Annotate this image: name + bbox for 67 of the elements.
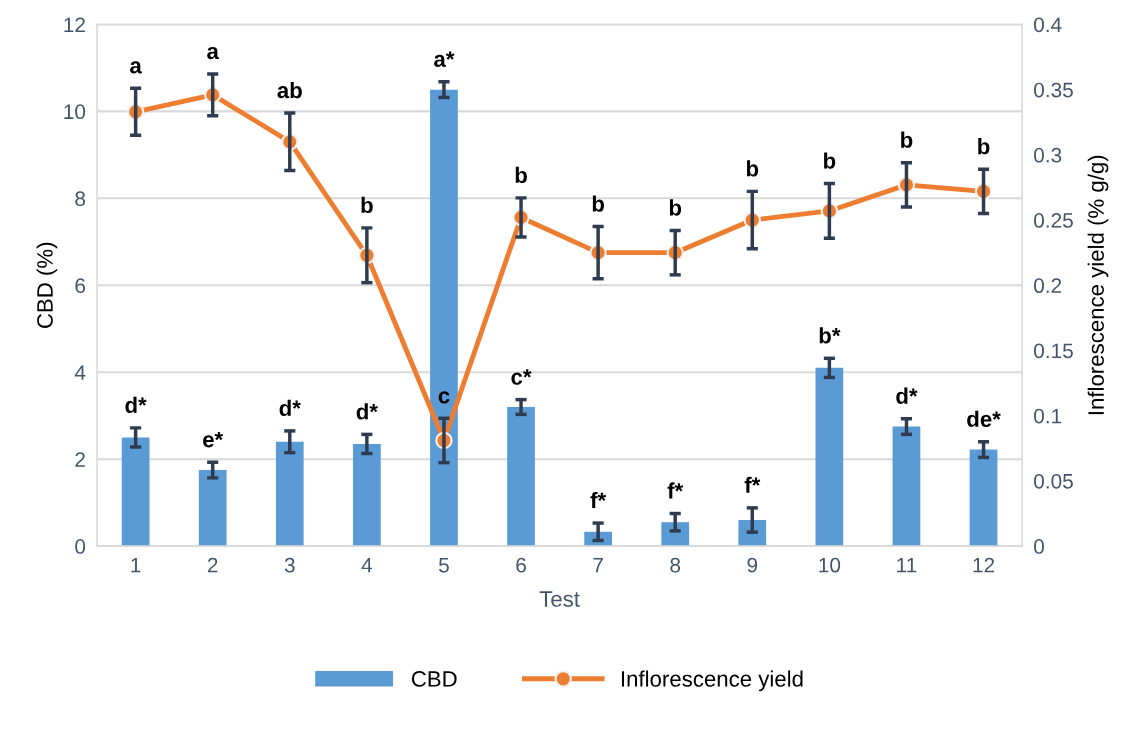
bar xyxy=(198,470,227,547)
data-label: b xyxy=(746,160,759,177)
data-label: f* xyxy=(590,491,607,509)
bar xyxy=(430,89,458,547)
y2-tick-label: 0.4 xyxy=(1034,17,1062,33)
data-label: ab xyxy=(277,81,302,99)
x-tick-label: 1 xyxy=(131,558,141,573)
legend-label: Inflorescence yield xyxy=(621,670,803,692)
y2-tick-label: 0.25 xyxy=(1034,213,1073,228)
bar xyxy=(892,426,921,547)
bar xyxy=(121,437,150,547)
x-tick-label: 10 xyxy=(819,557,841,573)
y-tick-label: 4 xyxy=(74,365,86,380)
y-tick-label: 12 xyxy=(64,17,85,32)
x-tick-label: 6 xyxy=(516,557,526,573)
y2-tick-label: 0.2 xyxy=(1034,278,1062,294)
y-tick-label: 8 xyxy=(75,191,86,207)
bar xyxy=(969,449,998,547)
y-tick-label: 10 xyxy=(64,104,86,120)
x-tick-label: 3 xyxy=(284,557,295,573)
data-label: b xyxy=(592,195,604,212)
bar xyxy=(815,367,844,547)
data-label: b xyxy=(978,138,990,155)
data-label: c xyxy=(438,391,450,404)
data-label: de* xyxy=(967,410,1001,427)
x-tick-label: 4 xyxy=(361,558,373,573)
x-axis-title: Test xyxy=(539,591,580,607)
legend-label: CBD xyxy=(411,671,457,687)
data-label: f* xyxy=(667,482,684,499)
data-label: b xyxy=(361,196,373,214)
data-label: b xyxy=(901,131,913,148)
x-tick-label: 7 xyxy=(593,558,603,573)
data-label: f* xyxy=(744,476,761,493)
x-tick-label: 8 xyxy=(670,557,681,573)
x-tick-label: 5 xyxy=(438,558,449,573)
x-tick-label: 12 xyxy=(973,557,995,573)
data-label: a* xyxy=(434,51,455,67)
y2-tick-label: 0.1 xyxy=(1034,408,1062,424)
y2-tick-label: 0.3 xyxy=(1034,147,1062,163)
data-label: d* xyxy=(279,399,301,417)
y-tick-label: 2 xyxy=(75,452,85,467)
data-label: c* xyxy=(511,369,532,385)
data-label: b xyxy=(515,166,527,184)
y2-tick-label: 0.05 xyxy=(1034,473,1073,489)
data-label: d* xyxy=(356,403,378,420)
data-label: b xyxy=(669,199,682,216)
y-tick-label: 6 xyxy=(75,278,86,294)
y2-tick-label: 0.35 xyxy=(1034,82,1073,98)
data-label: d* xyxy=(125,396,147,414)
y-axis-title: CBD (%) xyxy=(36,242,58,328)
y2-axis-title: Inflorescence yield (% g/g) xyxy=(1087,155,1109,415)
data-label: a xyxy=(130,61,142,74)
bar xyxy=(275,441,304,547)
data-label: d* xyxy=(896,387,918,404)
bar xyxy=(352,443,381,547)
x-tick-label: 11 xyxy=(897,558,917,573)
bar xyxy=(507,407,535,547)
data-label: a xyxy=(207,46,220,60)
bar xyxy=(738,520,767,547)
y-tick-label: 0 xyxy=(75,539,86,554)
data-label: b xyxy=(824,152,836,169)
y2-tick-label: 0.15 xyxy=(1034,343,1073,359)
x-tick-label: 9 xyxy=(747,557,758,573)
x-tick-label: 2 xyxy=(207,557,218,573)
y2-tick-label: 0 xyxy=(1034,539,1044,554)
data-label: b* xyxy=(819,327,841,344)
data-label: e* xyxy=(203,431,224,448)
